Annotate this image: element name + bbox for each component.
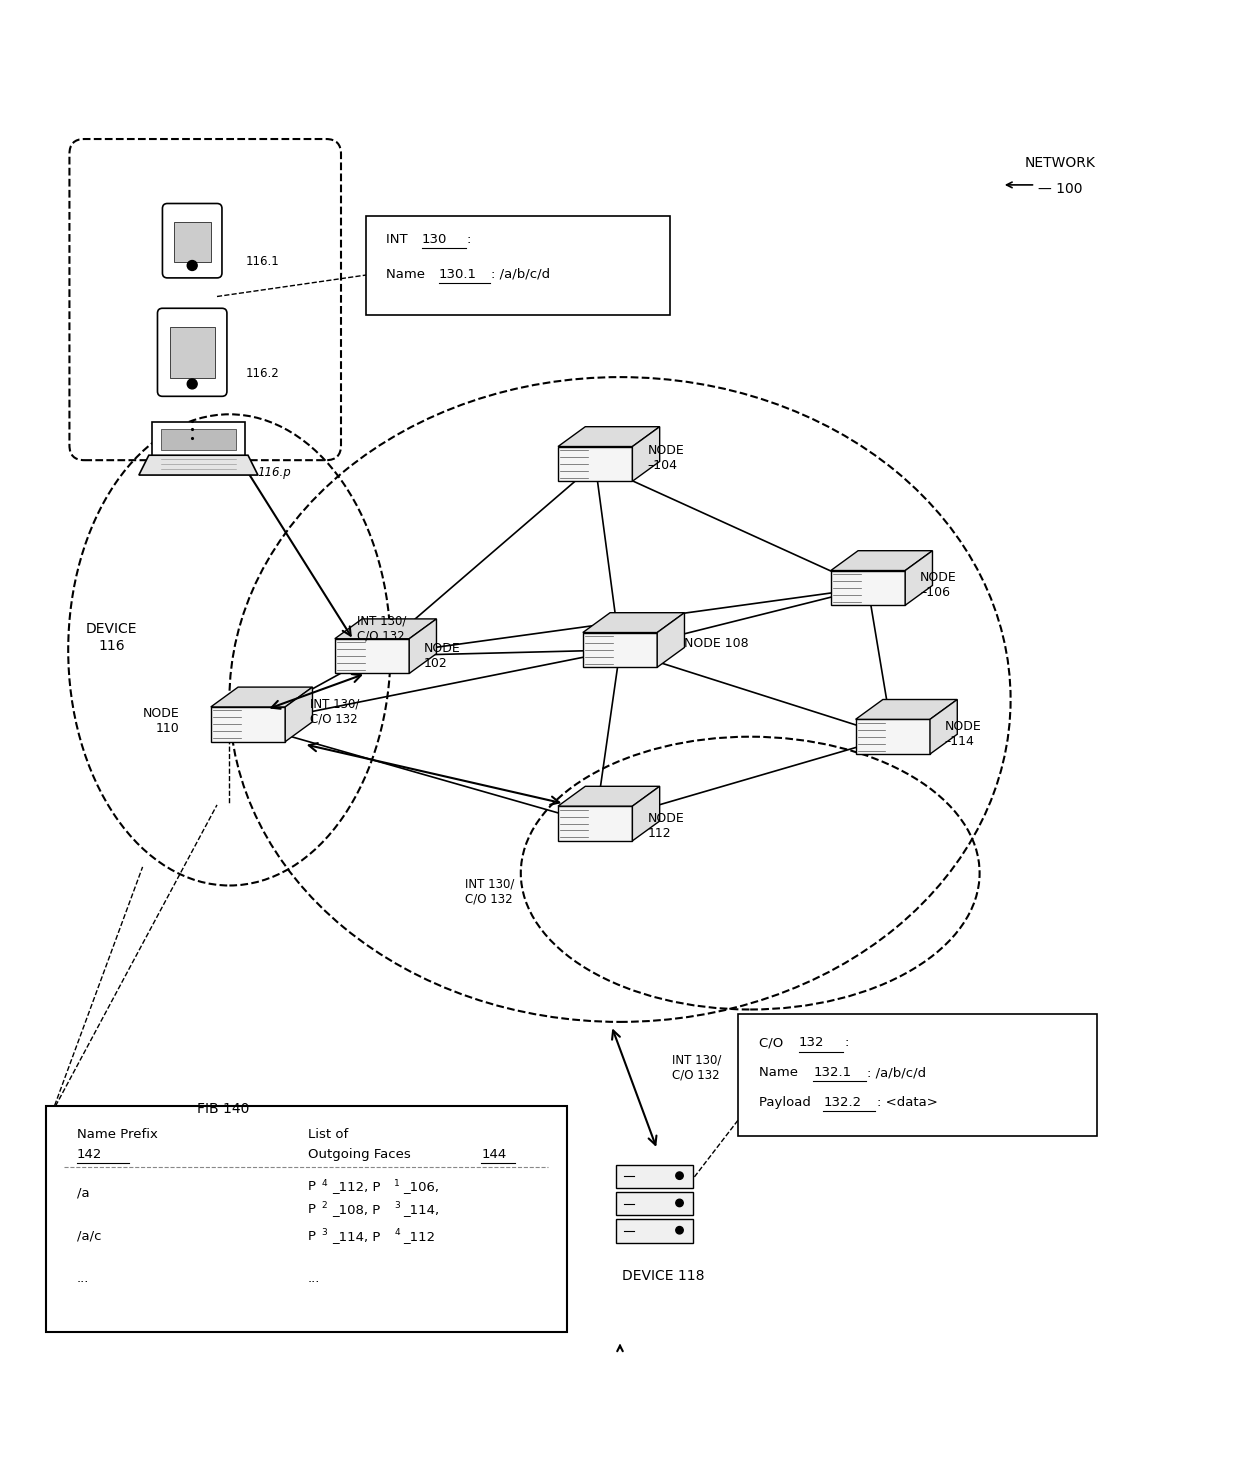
Text: ...: ... bbox=[77, 1273, 89, 1286]
Text: 130.1: 130.1 bbox=[439, 267, 477, 281]
Text: 4: 4 bbox=[321, 1179, 327, 1188]
Polygon shape bbox=[632, 786, 660, 842]
Text: _114,: _114, bbox=[403, 1202, 439, 1216]
Text: Name Prefix: Name Prefix bbox=[77, 1128, 157, 1141]
Circle shape bbox=[676, 1172, 683, 1179]
Text: Name: Name bbox=[759, 1067, 802, 1080]
FancyBboxPatch shape bbox=[174, 222, 211, 262]
Polygon shape bbox=[558, 786, 660, 806]
Text: 3: 3 bbox=[321, 1229, 327, 1237]
Text: /a: /a bbox=[77, 1186, 89, 1199]
Polygon shape bbox=[558, 427, 660, 447]
Text: 1: 1 bbox=[394, 1179, 401, 1188]
FancyBboxPatch shape bbox=[616, 1192, 693, 1216]
Text: P: P bbox=[308, 1230, 315, 1243]
Text: 132.1: 132.1 bbox=[813, 1067, 852, 1080]
Text: : /a/b/c/d: : /a/b/c/d bbox=[867, 1067, 926, 1080]
Text: _112, P: _112, P bbox=[332, 1180, 381, 1194]
Circle shape bbox=[187, 378, 197, 389]
Polygon shape bbox=[335, 638, 409, 674]
Circle shape bbox=[676, 1199, 683, 1207]
Circle shape bbox=[676, 1226, 683, 1235]
Polygon shape bbox=[139, 456, 258, 475]
Polygon shape bbox=[930, 700, 957, 754]
Polygon shape bbox=[831, 551, 932, 571]
FancyBboxPatch shape bbox=[616, 1164, 693, 1188]
FancyBboxPatch shape bbox=[153, 422, 244, 457]
Text: 132: 132 bbox=[799, 1036, 825, 1049]
Text: INT 130/
C/O 132: INT 130/ C/O 132 bbox=[672, 1053, 722, 1081]
Text: 116.2: 116.2 bbox=[246, 367, 279, 380]
Text: _106,: _106, bbox=[403, 1180, 439, 1194]
Text: INT 130/
C/O 132: INT 130/ C/O 132 bbox=[357, 615, 407, 643]
FancyBboxPatch shape bbox=[170, 327, 215, 378]
FancyBboxPatch shape bbox=[738, 1014, 1097, 1137]
Text: FIB 140: FIB 140 bbox=[197, 1102, 249, 1116]
Text: NODE
102: NODE 102 bbox=[424, 641, 461, 671]
Polygon shape bbox=[211, 707, 285, 742]
Text: :: : bbox=[466, 232, 471, 245]
Text: 130: 130 bbox=[422, 232, 446, 245]
Polygon shape bbox=[856, 719, 930, 754]
Polygon shape bbox=[657, 612, 684, 668]
Polygon shape bbox=[632, 427, 660, 481]
Text: Payload: Payload bbox=[759, 1096, 815, 1109]
Polygon shape bbox=[905, 551, 932, 605]
Text: 144: 144 bbox=[481, 1148, 506, 1161]
Text: P: P bbox=[308, 1202, 315, 1216]
Text: INT: INT bbox=[386, 232, 412, 245]
Text: P: P bbox=[308, 1180, 315, 1194]
FancyBboxPatch shape bbox=[157, 308, 227, 396]
Text: /a/c: /a/c bbox=[77, 1230, 102, 1243]
FancyBboxPatch shape bbox=[46, 1106, 567, 1332]
Text: INT 130/
C/O 132: INT 130/ C/O 132 bbox=[310, 698, 360, 726]
Text: _112: _112 bbox=[403, 1230, 435, 1243]
Text: NODE
–106: NODE –106 bbox=[920, 571, 957, 599]
Text: Outgoing Faces: Outgoing Faces bbox=[308, 1148, 414, 1161]
Polygon shape bbox=[583, 612, 684, 633]
Text: Name: Name bbox=[386, 267, 429, 281]
FancyBboxPatch shape bbox=[162, 203, 222, 278]
Text: : <data>: : <data> bbox=[877, 1096, 937, 1109]
Text: NODE 108: NODE 108 bbox=[684, 637, 749, 650]
FancyBboxPatch shape bbox=[366, 216, 670, 316]
FancyBboxPatch shape bbox=[161, 430, 236, 450]
Text: C/O: C/O bbox=[759, 1036, 787, 1049]
Circle shape bbox=[187, 260, 197, 270]
Polygon shape bbox=[583, 633, 657, 668]
Polygon shape bbox=[211, 687, 312, 707]
Text: NETWORK: NETWORK bbox=[1024, 155, 1096, 169]
Polygon shape bbox=[558, 447, 632, 481]
Text: — 100: — 100 bbox=[1038, 181, 1083, 196]
Text: List of: List of bbox=[308, 1128, 347, 1141]
Text: 3: 3 bbox=[394, 1201, 401, 1210]
Polygon shape bbox=[285, 687, 312, 742]
Text: 132.2: 132.2 bbox=[823, 1096, 862, 1109]
Text: NODE
110: NODE 110 bbox=[143, 707, 180, 735]
Text: NODE
112: NODE 112 bbox=[647, 812, 684, 840]
Text: : /a/b/c/d: : /a/b/c/d bbox=[491, 267, 551, 281]
Text: 116.1: 116.1 bbox=[246, 256, 279, 269]
Polygon shape bbox=[856, 700, 957, 719]
Text: _108, P: _108, P bbox=[332, 1202, 381, 1216]
Text: 142: 142 bbox=[77, 1148, 102, 1161]
Text: DEVICE 118: DEVICE 118 bbox=[622, 1270, 704, 1283]
Polygon shape bbox=[831, 571, 905, 605]
Polygon shape bbox=[409, 619, 436, 674]
Text: 116.p: 116.p bbox=[258, 466, 291, 479]
Text: INT 130/
C/O 132: INT 130/ C/O 132 bbox=[465, 878, 515, 906]
Text: NODE
–114: NODE –114 bbox=[945, 720, 982, 748]
Text: 2: 2 bbox=[321, 1201, 327, 1210]
Text: DEVICE
116: DEVICE 116 bbox=[86, 622, 138, 653]
Text: _114, P: _114, P bbox=[332, 1230, 381, 1243]
Text: ...: ... bbox=[308, 1273, 320, 1286]
Text: 4: 4 bbox=[394, 1229, 401, 1237]
Polygon shape bbox=[558, 806, 632, 842]
Polygon shape bbox=[335, 619, 436, 638]
Text: NODE
–104: NODE –104 bbox=[647, 444, 684, 472]
Text: :: : bbox=[844, 1036, 849, 1049]
FancyBboxPatch shape bbox=[616, 1218, 693, 1243]
